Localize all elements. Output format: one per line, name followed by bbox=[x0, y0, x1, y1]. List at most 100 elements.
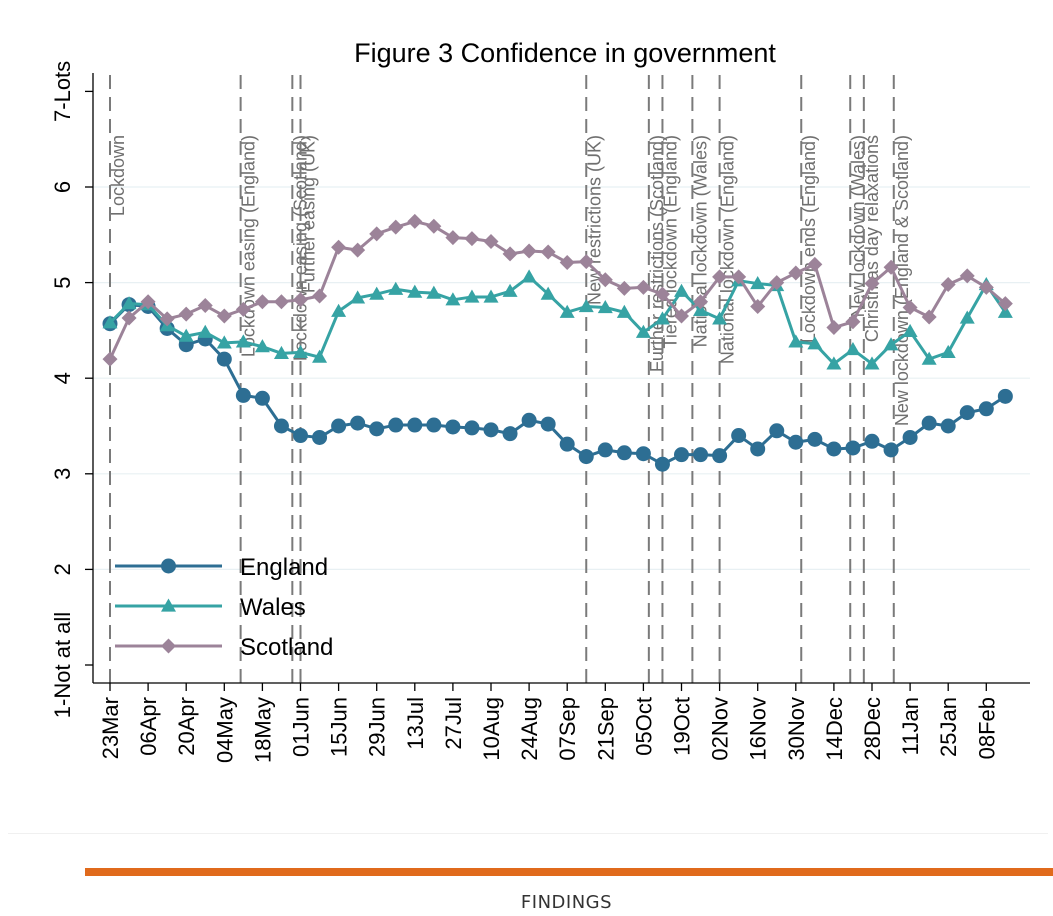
y-tick-label: 5 bbox=[50, 276, 75, 288]
data-point bbox=[388, 219, 404, 235]
data-point bbox=[369, 421, 385, 437]
data-point bbox=[654, 311, 670, 325]
data-point bbox=[464, 231, 480, 247]
data-point bbox=[178, 306, 194, 322]
data-point bbox=[426, 417, 442, 433]
data-point bbox=[235, 387, 251, 403]
data-point bbox=[959, 405, 975, 421]
data-point bbox=[674, 447, 689, 463]
data-point bbox=[597, 272, 613, 288]
data-point bbox=[331, 303, 347, 317]
x-tick-label: 25Jan bbox=[936, 697, 961, 757]
y-tick-label: 7-Lots bbox=[50, 61, 75, 122]
x-tick-label: 14Dec bbox=[822, 697, 847, 761]
data-point bbox=[216, 335, 232, 349]
data-point bbox=[654, 456, 670, 472]
data-point bbox=[997, 388, 1013, 404]
x-tick-label: 01Jun bbox=[289, 697, 314, 757]
data-point bbox=[121, 310, 137, 326]
data-point bbox=[254, 294, 270, 310]
data-point bbox=[578, 299, 594, 313]
data-point bbox=[635, 279, 651, 295]
x-tick-label: 15Jun bbox=[327, 697, 352, 757]
data-point bbox=[483, 422, 499, 438]
data-point bbox=[312, 288, 328, 304]
data-point bbox=[540, 286, 556, 300]
data-point bbox=[407, 284, 423, 298]
data-point bbox=[445, 230, 461, 246]
data-point bbox=[445, 292, 461, 306]
data-point bbox=[864, 433, 880, 449]
data-point bbox=[464, 289, 480, 303]
data-point bbox=[864, 356, 880, 370]
data-point bbox=[502, 283, 518, 297]
x-tick-label: 16Nov bbox=[746, 697, 771, 761]
data-point bbox=[769, 275, 785, 291]
data-point bbox=[597, 442, 613, 458]
x-tick-label: 21Sep bbox=[593, 697, 618, 761]
data-point bbox=[426, 218, 442, 234]
data-point bbox=[464, 420, 480, 436]
data-point bbox=[997, 296, 1013, 312]
x-tick-label: 11Jan bbox=[898, 697, 923, 755]
footer-accent-bar bbox=[85, 868, 1053, 876]
data-point bbox=[674, 308, 689, 324]
data-point bbox=[293, 428, 308, 444]
data-point bbox=[388, 417, 404, 433]
data-point bbox=[750, 441, 766, 457]
data-point bbox=[254, 339, 270, 353]
data-point bbox=[273, 294, 289, 310]
x-tick-label: 19Oct bbox=[670, 697, 695, 756]
x-tick-label: 18May bbox=[250, 697, 275, 763]
data-point bbox=[940, 418, 956, 434]
data-point bbox=[159, 311, 175, 327]
data-point bbox=[369, 286, 385, 300]
data-point bbox=[807, 256, 823, 272]
data-point bbox=[921, 415, 937, 431]
data-point bbox=[635, 324, 651, 338]
data-point bbox=[807, 336, 823, 350]
data-point bbox=[769, 423, 785, 439]
data-point bbox=[712, 448, 728, 464]
y-ticks: 1-Not at all 2 3 4 5 6 7-Lots bbox=[50, 61, 93, 718]
x-tick-label: 30Nov bbox=[784, 697, 809, 761]
data-point bbox=[407, 213, 423, 229]
data-point bbox=[216, 308, 232, 324]
event-markers: Lockdown Lockdown easing (England) Lockdow… bbox=[108, 75, 912, 683]
series-scotland bbox=[102, 213, 1013, 367]
data-point bbox=[921, 309, 937, 325]
data-point bbox=[350, 242, 366, 258]
x-ticks: 23Mar 06Apr 20Apr 04May 18May 01Jun 15Jun 29Jun… bbox=[98, 683, 999, 763]
data-point bbox=[388, 281, 404, 295]
data-point bbox=[693, 302, 709, 316]
data-point bbox=[788, 265, 804, 281]
data-point bbox=[559, 436, 575, 452]
x-tick-label: 23Mar bbox=[98, 697, 123, 759]
y-tick-label: 6 bbox=[50, 181, 75, 193]
data-point bbox=[654, 286, 670, 302]
data-point bbox=[845, 342, 861, 356]
legend-label: England bbox=[240, 554, 328, 581]
data-point bbox=[102, 315, 118, 329]
data-point bbox=[369, 226, 385, 242]
data-point bbox=[826, 356, 842, 370]
legend: England Wales Scotland bbox=[115, 554, 333, 661]
data-point bbox=[616, 445, 632, 461]
x-tick-label: 04May bbox=[212, 697, 237, 763]
y-tick-label: 1-Not at all bbox=[50, 612, 75, 718]
event-label: Lockdown ends (England) bbox=[799, 135, 819, 343]
data-point bbox=[959, 268, 975, 284]
event-label: New lockdown (England & Scotland) bbox=[892, 135, 912, 426]
data-point bbox=[635, 446, 651, 462]
data-point bbox=[273, 418, 289, 434]
data-point bbox=[750, 299, 766, 314]
x-tick-label: 10Aug bbox=[479, 697, 504, 761]
data-point bbox=[161, 598, 176, 612]
data-point bbox=[807, 431, 823, 447]
x-tick-label: 02Nov bbox=[708, 697, 733, 761]
data-point bbox=[845, 314, 861, 330]
data-point bbox=[102, 351, 118, 367]
data-point bbox=[350, 290, 366, 304]
data-point bbox=[788, 334, 804, 348]
data-point bbox=[521, 269, 537, 283]
